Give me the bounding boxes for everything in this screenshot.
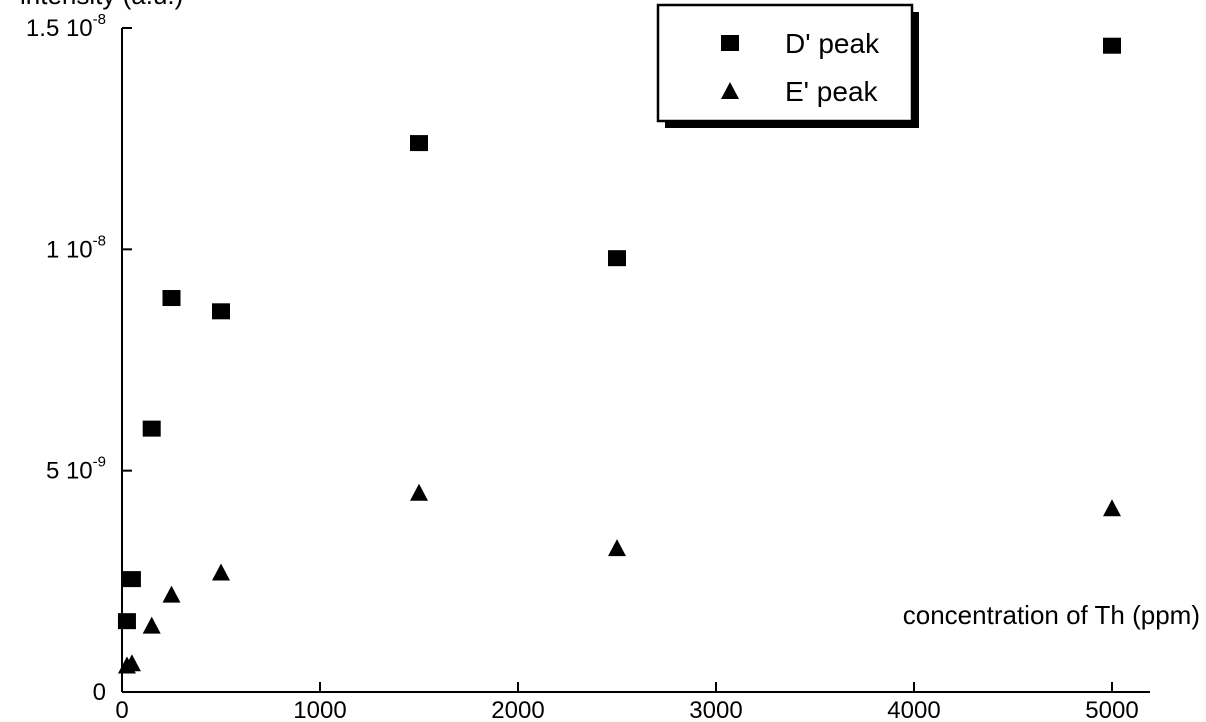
y-tick-label: 1 10-8	[46, 232, 106, 263]
x-tick-label: 3000	[689, 697, 742, 722]
x-tick-label: 2000	[491, 697, 544, 722]
y-axis-label: intensity (a.u.)	[20, 0, 183, 10]
legend: D' peak E' peak	[656, 3, 919, 128]
square-point	[608, 250, 626, 267]
square-point	[117, 613, 136, 630]
y-tick-label: 5 10-9	[46, 454, 106, 485]
x-axis-label: concentration of Th (ppm)	[903, 600, 1200, 630]
square-point	[122, 571, 141, 588]
legend-label: D' peak	[785, 28, 880, 59]
series-1	[117, 483, 1121, 674]
x-tick-label: 1000	[293, 697, 346, 722]
triangle-point	[142, 616, 161, 634]
triangle-point	[122, 654, 141, 672]
y-tick-label: 0	[93, 679, 106, 706]
triangle-point	[410, 483, 428, 501]
legend-marker	[721, 82, 739, 99]
square-point	[212, 303, 230, 320]
data-marks	[117, 37, 1121, 674]
triangle-point	[1103, 499, 1121, 517]
square-point	[410, 135, 428, 152]
legend-marker	[721, 35, 739, 51]
legend-label: E' peak	[785, 76, 879, 107]
triangle-point	[212, 563, 230, 581]
y-tick-label: 1.5 10-8	[26, 11, 106, 42]
axes	[121, 28, 1150, 693]
square-point	[162, 290, 181, 307]
triangle-point	[162, 585, 181, 603]
x-tick-label: 5000	[1085, 697, 1138, 722]
x-tick-label: 0	[115, 697, 128, 722]
triangle-point	[608, 539, 626, 557]
ticks: 0 1000 2000 3000 4000 5000 0 5 10-9 1 10-8 1.5 10…	[26, 11, 1139, 722]
square-point	[142, 420, 161, 437]
square-point	[1103, 37, 1121, 54]
x-tick-label: 4000	[887, 697, 940, 722]
legend-box	[656, 3, 914, 123]
series-0	[117, 37, 1121, 630]
